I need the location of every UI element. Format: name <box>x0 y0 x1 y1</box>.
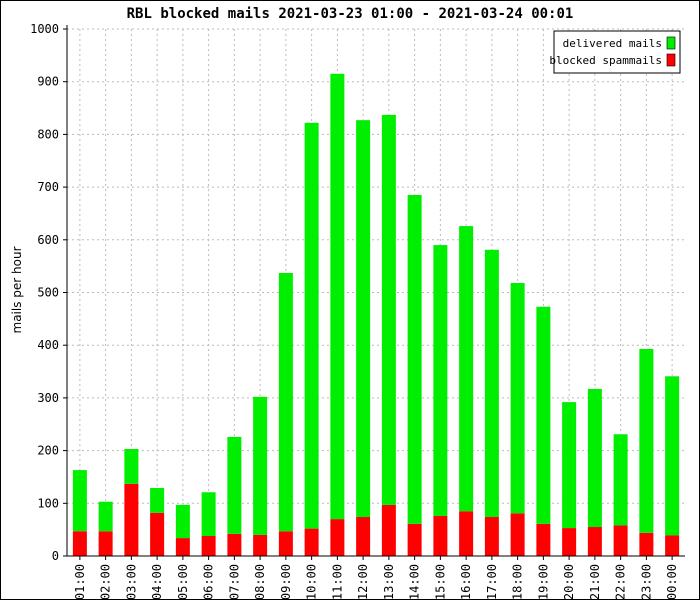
legend-box <box>553 30 681 74</box>
bar-blocked-spammails <box>536 523 551 556</box>
bars-layer <box>72 73 680 556</box>
bar-blocked-spammails <box>639 532 654 556</box>
bar-delivered-mails <box>278 273 293 532</box>
x-tick-label: 07:00 <box>227 564 241 600</box>
bar-delivered-mails <box>536 306 551 524</box>
bar-delivered-mails <box>227 436 242 534</box>
bar-delivered-mails <box>510 283 525 514</box>
y-tick-label: 1000 <box>30 22 59 36</box>
y-tick-label: 900 <box>37 75 59 89</box>
x-tick-label: 22:00 <box>614 564 628 600</box>
y-tick-label: 800 <box>37 127 59 141</box>
bar-delivered-mails <box>613 434 628 526</box>
bar-blocked-spammails <box>381 504 396 556</box>
legend-swatch <box>666 53 676 67</box>
y-tick-label: 300 <box>37 391 59 405</box>
bar-delivered-mails <box>433 245 448 516</box>
bar-blocked-spammails <box>278 531 293 556</box>
x-tick-label: 19:00 <box>536 564 550 600</box>
x-tick-label: 03:00 <box>124 564 138 600</box>
bar-delivered-mails <box>124 449 139 484</box>
x-tick-label: 21:00 <box>588 564 602 600</box>
bar-blocked-spammails <box>407 523 422 556</box>
bar-blocked-spammails <box>253 534 268 556</box>
x-tick-label: 08:00 <box>253 564 267 600</box>
bar-delivered-mails <box>484 249 499 518</box>
legend-label: delivered mails <box>563 37 662 50</box>
legend-label: blocked spammails <box>549 54 662 67</box>
bar-delivered-mails <box>381 114 396 505</box>
y-tick-label: 0 <box>52 549 59 563</box>
y-tick-label: 700 <box>37 180 59 194</box>
bar-blocked-spammails <box>201 535 216 556</box>
axes-layer: 0 100 200 300 400 500 600 700 800 900 1000 01:00 02:… <box>30 22 685 600</box>
bar-delivered-mails <box>356 120 371 518</box>
x-tick-label: 10:00 <box>305 564 319 600</box>
bar-blocked-spammails <box>562 528 577 556</box>
bar-blocked-spammails <box>459 511 474 556</box>
bar-blocked-spammails <box>124 483 139 556</box>
bar-delivered-mails <box>665 376 680 536</box>
x-tick-label: 12:00 <box>356 564 370 600</box>
x-tick-label: 00:00 <box>665 564 679 600</box>
bar-blocked-spammails <box>665 535 680 556</box>
bar-blocked-spammails <box>175 538 190 556</box>
y-tick-label: 100 <box>37 496 59 510</box>
bar-blocked-spammails <box>304 528 319 556</box>
bar-blocked-spammails <box>433 515 448 556</box>
x-tick-label: 18:00 <box>511 564 525 600</box>
bar-delivered-mails <box>72 470 87 532</box>
chart-title: RBL blocked mails 2021-03-23 01:00 - 202… <box>127 6 574 22</box>
bar-blocked-spammails <box>613 525 628 556</box>
x-tick-label: 17:00 <box>485 564 499 600</box>
bar-delivered-mails <box>175 504 190 539</box>
x-tick-label: 13:00 <box>382 564 396 600</box>
bar-delivered-mails <box>253 396 268 535</box>
y-axis-label: mails per hour <box>10 246 24 333</box>
bar-delivered-mails <box>459 226 474 512</box>
x-tick-label: 14:00 <box>408 564 422 600</box>
x-tick-label: 02:00 <box>99 564 113 600</box>
x-tick-label: 05:00 <box>176 564 190 600</box>
bar-delivered-mails <box>562 402 577 529</box>
x-tick-label: 06:00 <box>202 564 216 600</box>
bar-blocked-spammails <box>484 517 499 556</box>
x-tick-label: 23:00 <box>639 564 653 600</box>
bar-delivered-mails <box>587 388 602 528</box>
y-tick-label: 600 <box>37 233 59 247</box>
bar-blocked-spammails <box>72 531 87 556</box>
grid-layer <box>67 28 685 556</box>
x-tick-label: 04:00 <box>150 564 164 600</box>
legend-swatch <box>666 36 676 50</box>
bar-delivered-mails <box>201 492 216 536</box>
x-tick-label: 01:00 <box>73 564 87 600</box>
y-tick-label: 200 <box>37 444 59 458</box>
bar-blocked-spammails <box>356 517 371 556</box>
bar-blocked-spammails <box>510 513 525 556</box>
bar-blocked-spammails <box>330 519 345 556</box>
bar-blocked-spammails <box>98 531 113 556</box>
x-tick-label: 16:00 <box>459 564 473 600</box>
bar-delivered-mails <box>407 195 422 524</box>
bar-delivered-mails <box>98 501 113 532</box>
bar-delivered-mails <box>304 122 319 529</box>
x-tick-label: 11:00 <box>330 564 344 600</box>
x-tick-label: 15:00 <box>433 564 447 600</box>
y-tick-label: 400 <box>37 338 59 352</box>
bar-blocked-spammails <box>227 533 242 556</box>
bar-delivered-mails <box>150 488 165 513</box>
bar-blocked-spammails <box>150 512 165 556</box>
bar-delivered-mails <box>639 348 654 533</box>
y-tick-label: 500 <box>37 286 59 300</box>
bar-blocked-spammails <box>587 527 602 556</box>
legend: delivered mails blocked spammails <box>549 30 681 74</box>
x-tick-label: 09:00 <box>279 564 293 600</box>
bar-delivered-mails <box>330 73 345 520</box>
x-tick-label: 20:00 <box>562 564 576 600</box>
